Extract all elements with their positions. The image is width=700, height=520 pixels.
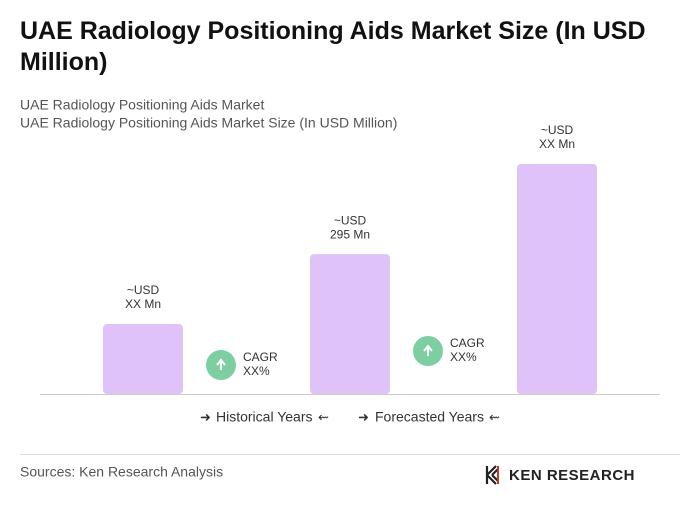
bar [103, 324, 183, 394]
subtitle: UAE Radiology Positioning Aids Market [20, 97, 264, 113]
cagr-arrow [423, 344, 433, 356]
bar [517, 164, 597, 394]
value-label: XX Mn [125, 297, 161, 311]
brand: KEN RESEARCH [509, 467, 635, 484]
legend-arrow: ⇜ [489, 409, 500, 424]
cagr-label: XX% [450, 350, 477, 364]
legend-label: Forecasted Years [375, 409, 484, 425]
cagr-arrow [216, 358, 226, 370]
value-label: ~USD [334, 213, 367, 227]
legend-label: Historical Years [216, 409, 313, 425]
bar [310, 254, 390, 394]
subtitle: UAE Radiology Positioning Aids Market Si… [20, 115, 397, 131]
source: Sources: Ken Research Analysis [20, 464, 223, 480]
legend-arrow: ➜ [358, 409, 369, 424]
value-label: 295 Mn [330, 227, 370, 241]
value-label: ~USD [127, 283, 160, 297]
cagr-label: XX% [243, 364, 270, 378]
legend-arrow: ⇜ [318, 409, 329, 424]
brand-logo [485, 465, 499, 485]
value-label: XX Mn [539, 137, 575, 151]
cagr-label: CAGR [243, 350, 278, 364]
cagr-label: CAGR [450, 336, 485, 350]
legend-arrow: ➜ [200, 409, 211, 424]
value-label: ~USD [541, 123, 574, 137]
chart-title: UAE Radiology Positioning Aids Market Si… [20, 17, 646, 76]
